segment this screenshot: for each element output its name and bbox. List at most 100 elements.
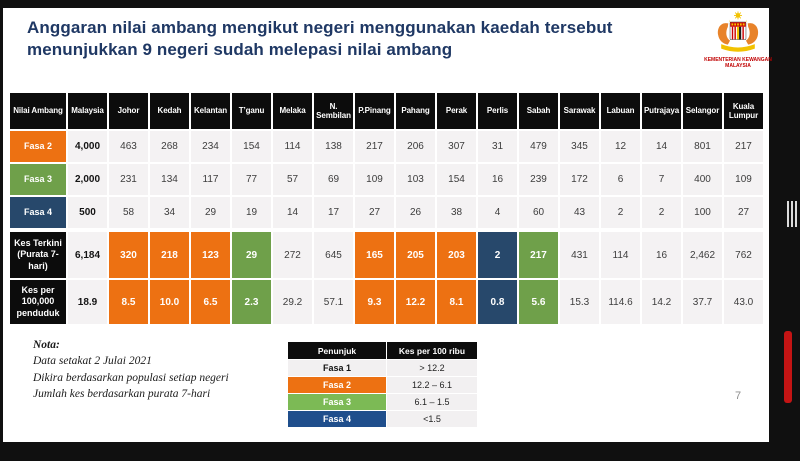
red-scrollbar-indicator[interactable] [784, 331, 792, 403]
logo-caption-line2: MALAYSIA [725, 63, 751, 70]
note-line: Dikira berdasarkan populasi setiap neger… [33, 371, 229, 384]
table-cell: 29 [232, 232, 271, 278]
table-cell: 138 [314, 131, 353, 162]
legend-row: Fasa 4 <1.5 [288, 411, 477, 427]
table-row: Kes Terkini (Purata 7-hari) 6,184 320 218 12… [10, 232, 763, 278]
table-row: Kes per 100,000 penduduk 18.9 8.5 10.0 6.5 2.… [10, 280, 763, 324]
table-cell: 14.2 [642, 280, 681, 324]
table-cell: 307 [437, 131, 476, 162]
table-cell: 29.2 [273, 280, 312, 324]
table-cell: 18.9 [68, 280, 107, 324]
column-header: Putrajaya [642, 93, 681, 129]
row-label: Kes per 100,000 penduduk [10, 280, 66, 324]
table-cell: 2.3 [232, 280, 271, 324]
table-cell: 206 [396, 131, 435, 162]
table-cell: 234 [191, 131, 230, 162]
column-header: Malaysia [68, 93, 107, 129]
table-cell: 114.6 [601, 280, 640, 324]
table-cell: 117 [191, 164, 230, 195]
table-cell: 431 [560, 232, 599, 278]
page-number: 7 [735, 390, 742, 402]
table-cell: 320 [109, 232, 148, 278]
table-cell: 2 [642, 197, 681, 228]
table-cell: 77 [232, 164, 271, 195]
column-header: Kedah [150, 93, 189, 129]
table-cell: 123 [191, 232, 230, 278]
legend-row: Fasa 3 6.1 – 1.5 [288, 394, 477, 410]
table-cell: 218 [150, 232, 189, 278]
column-header: Melaka [273, 93, 312, 129]
table-row: Fasa 2 4,000 463 268 234 154 114 138 217 206 307 31… [10, 131, 763, 162]
table-cell: 165 [355, 232, 394, 278]
table-cell: 217 [519, 232, 558, 278]
table-cell: 34 [150, 197, 189, 228]
table-cell: 14 [642, 131, 681, 162]
note-block: Nota: Data setakat 2 Julai 2021 Dikira be… [33, 337, 229, 402]
table-cell: 801 [683, 131, 722, 162]
table-cell: 0.8 [478, 280, 517, 324]
table-cell: 272 [273, 232, 312, 278]
table-cell: 69 [314, 164, 353, 195]
table-cell: 37.7 [683, 280, 722, 324]
legend-column-header: Penunjuk [288, 342, 386, 359]
row-label: Fasa 2 [10, 131, 66, 162]
legend-value: > 12.2 [387, 360, 477, 376]
table-cell: 172 [560, 164, 599, 195]
table-cell: 12 [601, 131, 640, 162]
table-cell: 8.5 [109, 280, 148, 324]
table-cell: 463 [109, 131, 148, 162]
row-label: Kes Terkini (Purata 7-hari) [10, 232, 66, 278]
legend-value: 6.1 – 1.5 [387, 394, 477, 410]
table-cell: 154 [232, 131, 271, 162]
column-header: P.Pinang [355, 93, 394, 129]
table-cell: 2,462 [683, 232, 722, 278]
table-cell: 239 [519, 164, 558, 195]
table-cell: 38 [437, 197, 476, 228]
table-cell: 26 [396, 197, 435, 228]
table-cell: 2 [478, 232, 517, 278]
panel-drag-handle-icon[interactable] [787, 201, 797, 227]
table-cell: 500 [68, 197, 107, 228]
table-cell: 14 [273, 197, 312, 228]
column-header: Nilai Ambang [10, 93, 66, 129]
table-cell: 31 [478, 131, 517, 162]
table-cell: 19 [232, 197, 271, 228]
table-cell: 8.1 [437, 280, 476, 324]
coat-of-arms-icon [703, 11, 773, 57]
table-cell: 6,184 [68, 232, 107, 278]
table-cell: 57 [273, 164, 312, 195]
table-cell: 4,000 [68, 131, 107, 162]
legend-row: Fasa 1 > 12.2 [288, 360, 477, 376]
table-cell: 57.1 [314, 280, 353, 324]
legend-column-header: Kes per 100 ribu [387, 342, 477, 359]
column-header: T’ganu [232, 93, 271, 129]
row-label: Fasa 3 [10, 164, 66, 195]
table-cell: 2 [601, 197, 640, 228]
table-row: Fasa 3 2,000 231 134 117 77 57 69 109 103 154 16 239… [10, 164, 763, 195]
table-cell: 16 [642, 232, 681, 278]
table-cell: 43 [560, 197, 599, 228]
table-cell: 27 [355, 197, 394, 228]
table-cell: 154 [437, 164, 476, 195]
slide-title-line2: menunjukkan 9 negeri sudah melepasi nila… [27, 40, 453, 60]
column-header: Sarawak [560, 93, 599, 129]
table-cell: 134 [150, 164, 189, 195]
table-cell: 100 [683, 197, 722, 228]
column-header: Selangor [683, 93, 722, 129]
legend-value: 12.2 – 6.1 [387, 377, 477, 393]
table-cell: 479 [519, 131, 558, 162]
column-header: Kelantan [191, 93, 230, 129]
column-header: Sabah [519, 93, 558, 129]
table-cell: 114 [273, 131, 312, 162]
table-cell: 60 [519, 197, 558, 228]
note-lines: Data setakat 2 Julai 2021 Dikira berdasar… [33, 353, 229, 402]
slide-title-line1: Anggaran nilai ambang mengikut negeri me… [27, 18, 613, 37]
table-cell: 6.5 [191, 280, 230, 324]
slide-title: Anggaran nilai ambang mengikut negeri me… [27, 17, 667, 62]
table-cell: 5.6 [519, 280, 558, 324]
table-cell: 4 [478, 197, 517, 228]
table-cell: 231 [109, 164, 148, 195]
note-line: Jumlah kes berdasarkan purata 7-hari [33, 387, 211, 400]
table-cell: 12.2 [396, 280, 435, 324]
table-cell: 205 [396, 232, 435, 278]
